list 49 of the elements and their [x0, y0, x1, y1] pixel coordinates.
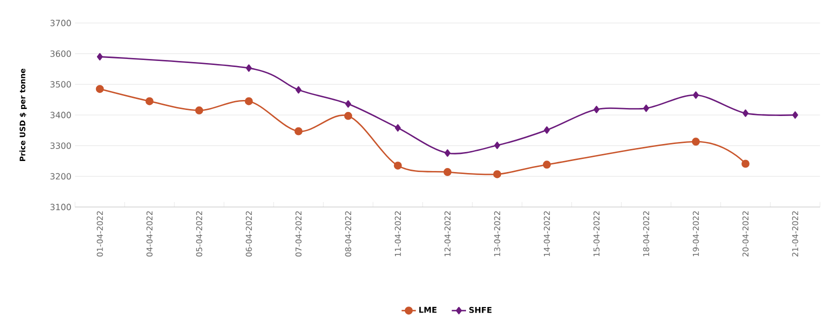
point	[544, 126, 550, 134]
point	[692, 138, 700, 146]
point	[444, 168, 452, 176]
point	[444, 149, 450, 157]
x-tick-label: 01-04-2022	[96, 211, 103, 256]
point	[146, 97, 154, 106]
legend-label: LME	[419, 306, 436, 313]
point	[692, 91, 699, 99]
point	[244, 97, 253, 106]
x-tick-label: 14-04-2022	[544, 211, 550, 256]
x-tick-label: 06-04-2022	[246, 211, 252, 256]
x-tick-label: 18-04-2022	[643, 211, 650, 256]
point	[494, 142, 500, 150]
y-tick-label: 3400	[50, 112, 71, 118]
point	[594, 106, 600, 114]
point	[493, 170, 502, 178]
legend-label: SHFE	[469, 306, 492, 313]
x-tick-label: 07-04-2022	[295, 211, 302, 256]
y-tick-label: 3100	[50, 204, 71, 210]
point	[643, 104, 650, 112]
point	[742, 109, 748, 117]
y-tick-label: 3600	[50, 50, 71, 57]
x-tick-label: 15-04-2022	[593, 211, 600, 256]
x-tick-label: 08-04-2022	[345, 211, 352, 256]
point	[542, 160, 551, 169]
x-tick-label: 13-04-2022	[494, 211, 500, 256]
y-tick-label: 3200	[50, 173, 71, 180]
x-tick-label: 11-04-2022	[394, 211, 401, 256]
point	[742, 160, 750, 168]
x-tick-label: 04-04-2022	[146, 211, 153, 256]
y-tick-label: 3300	[50, 142, 71, 149]
x-tick-label: 05-04-2022	[196, 211, 202, 256]
y-tick-label: 3500	[50, 81, 71, 88]
point	[792, 111, 798, 119]
point	[96, 84, 104, 93]
x-tick-label: 19-04-2022	[692, 211, 699, 256]
point	[294, 127, 303, 136]
x-tick-label: 20-04-2022	[742, 211, 749, 256]
point	[344, 112, 352, 120]
point	[394, 124, 401, 132]
point	[246, 64, 252, 72]
x-tick-label: 21-04-2022	[792, 211, 798, 256]
point	[296, 86, 302, 94]
point	[394, 162, 402, 170]
y-tick-label: 3700	[50, 20, 71, 26]
point	[345, 100, 352, 108]
point	[96, 53, 103, 60]
point	[195, 106, 204, 114]
x-tick-label: 12-04-2022	[444, 211, 451, 256]
